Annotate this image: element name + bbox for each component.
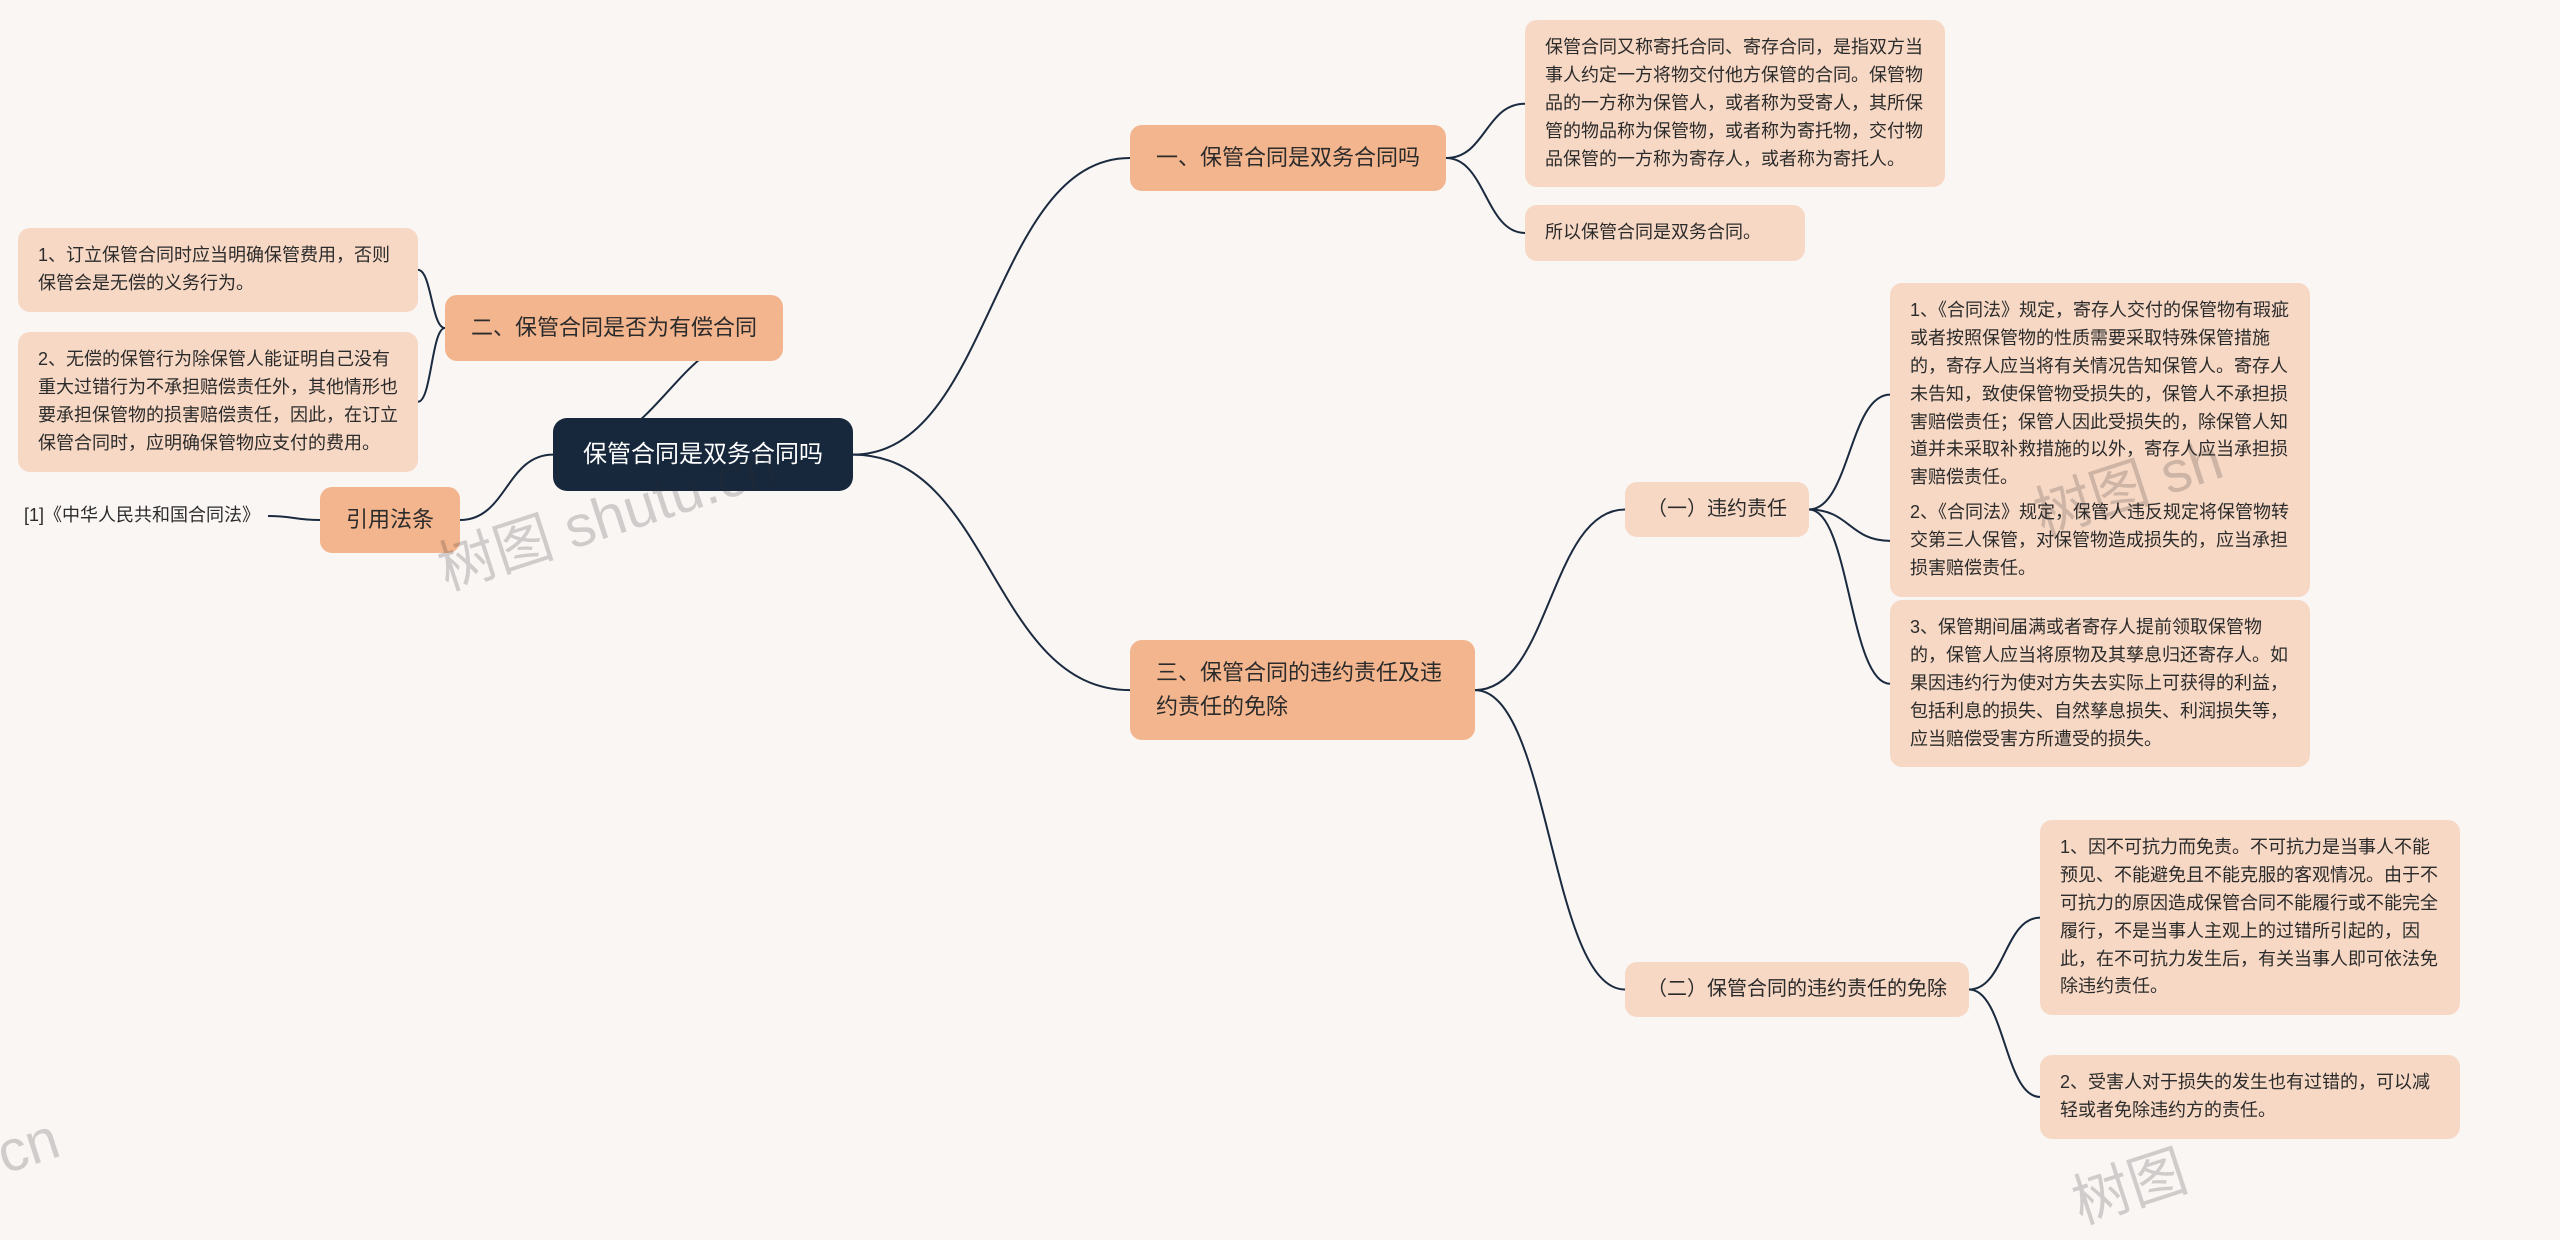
branch-3-sub-1-leaf-1[interactable]: 1、《合同法》规定，寄存人交付的保管物有瑕疵或者按照保管物的性质需要采取特殊保管… xyxy=(1890,283,2310,506)
branch-3[interactable]: 三、保管合同的违约责任及违约责任的免除 xyxy=(1130,640,1475,740)
leaf-text: 1、《合同法》规定，寄存人交付的保管物有瑕疵或者按照保管物的性质需要采取特殊保管… xyxy=(1910,300,2289,487)
root-node[interactable]: 保管合同是双务合同吗 xyxy=(553,418,853,491)
branch-4-label: 引用法条 xyxy=(346,507,434,532)
leaf-text: [1]《中华人民共和国合同法》 xyxy=(24,505,260,525)
leaf-text: 1、因不可抗力而免责。不可抗力是当事人不能预见、不能避免且不能克服的客观情况。由… xyxy=(2060,837,2438,996)
branch-2[interactable]: 二、保管合同是否为有偿合同 xyxy=(445,295,783,361)
branch-3-sub-2[interactable]: （二）保管合同的违约责任的免除 xyxy=(1625,962,1969,1017)
branch-1-leaf-1[interactable]: 保管合同又称寄托合同、寄存合同，是指双方当事人约定一方将物交付他方保管的合同。保… xyxy=(1525,20,1945,187)
leaf-text: 所以保管合同是双务合同。 xyxy=(1545,222,1761,242)
branch-2-label: 二、保管合同是否为有偿合同 xyxy=(471,315,757,340)
root-label: 保管合同是双务合同吗 xyxy=(583,441,823,468)
branch-2-leaf-2[interactable]: 2、无偿的保管行为除保管人能证明自己没有重大过错行为不承担赔偿责任外，其他情形也… xyxy=(18,332,418,472)
branch-3-label: 三、保管合同的违约责任及违约责任的免除 xyxy=(1156,660,1442,719)
branch-3-sub-1-leaf-3[interactable]: 3、保管期间届满或者寄存人提前领取保管物的，保管人应当将原物及其孳息归还寄存人。… xyxy=(1890,600,2310,767)
branch-1-label: 一、保管合同是双务合同吗 xyxy=(1156,145,1420,170)
leaf-text: 2、《合同法》规定，保管人违反规定将保管物转交第三人保管，对保管物造成损失的，应… xyxy=(1910,502,2289,578)
sub-label: （一）违约责任 xyxy=(1647,498,1787,520)
watermark: u.cn xyxy=(0,1105,67,1203)
leaf-text: 3、保管期间届满或者寄存人提前领取保管物的，保管人应当将原物及其孳息归还寄存人。… xyxy=(1910,617,2288,749)
leaf-text: 2、受害人对于损失的发生也有过错的，可以减轻或者免除违约方的责任。 xyxy=(2060,1072,2430,1120)
branch-3-sub-1[interactable]: （一）违约责任 xyxy=(1625,482,1809,537)
leaf-text: 保管合同又称寄托合同、寄存合同，是指双方当事人约定一方将物交付他方保管的合同。保… xyxy=(1545,37,1923,169)
sub-label: （二）保管合同的违约责任的免除 xyxy=(1647,978,1947,1000)
branch-1-leaf-2[interactable]: 所以保管合同是双务合同。 xyxy=(1525,205,1805,261)
branch-1[interactable]: 一、保管合同是双务合同吗 xyxy=(1130,125,1446,191)
branch-3-sub-1-leaf-2[interactable]: 2、《合同法》规定，保管人违反规定将保管物转交第三人保管，对保管物造成损失的，应… xyxy=(1890,485,2310,597)
branch-4-leaf-1[interactable]: [1]《中华人民共和国合同法》 xyxy=(8,498,268,534)
branch-4[interactable]: 引用法条 xyxy=(320,487,460,553)
leaf-text: 2、无偿的保管行为除保管人能证明自己没有重大过错行为不承担赔偿责任外，其他情形也… xyxy=(38,349,398,453)
branch-3-sub-2-leaf-2[interactable]: 2、受害人对于损失的发生也有过错的，可以减轻或者免除违约方的责任。 xyxy=(2040,1055,2460,1139)
branch-2-leaf-1[interactable]: 1、订立保管合同时应当明确保管费用，否则保管会是无偿的义务行为。 xyxy=(18,228,418,312)
branch-3-sub-2-leaf-1[interactable]: 1、因不可抗力而免责。不可抗力是当事人不能预见、不能避免且不能克服的客观情况。由… xyxy=(2040,820,2460,1015)
leaf-text: 1、订立保管合同时应当明确保管费用，否则保管会是无偿的义务行为。 xyxy=(38,245,390,293)
watermark: 树图 xyxy=(2060,1124,2196,1240)
